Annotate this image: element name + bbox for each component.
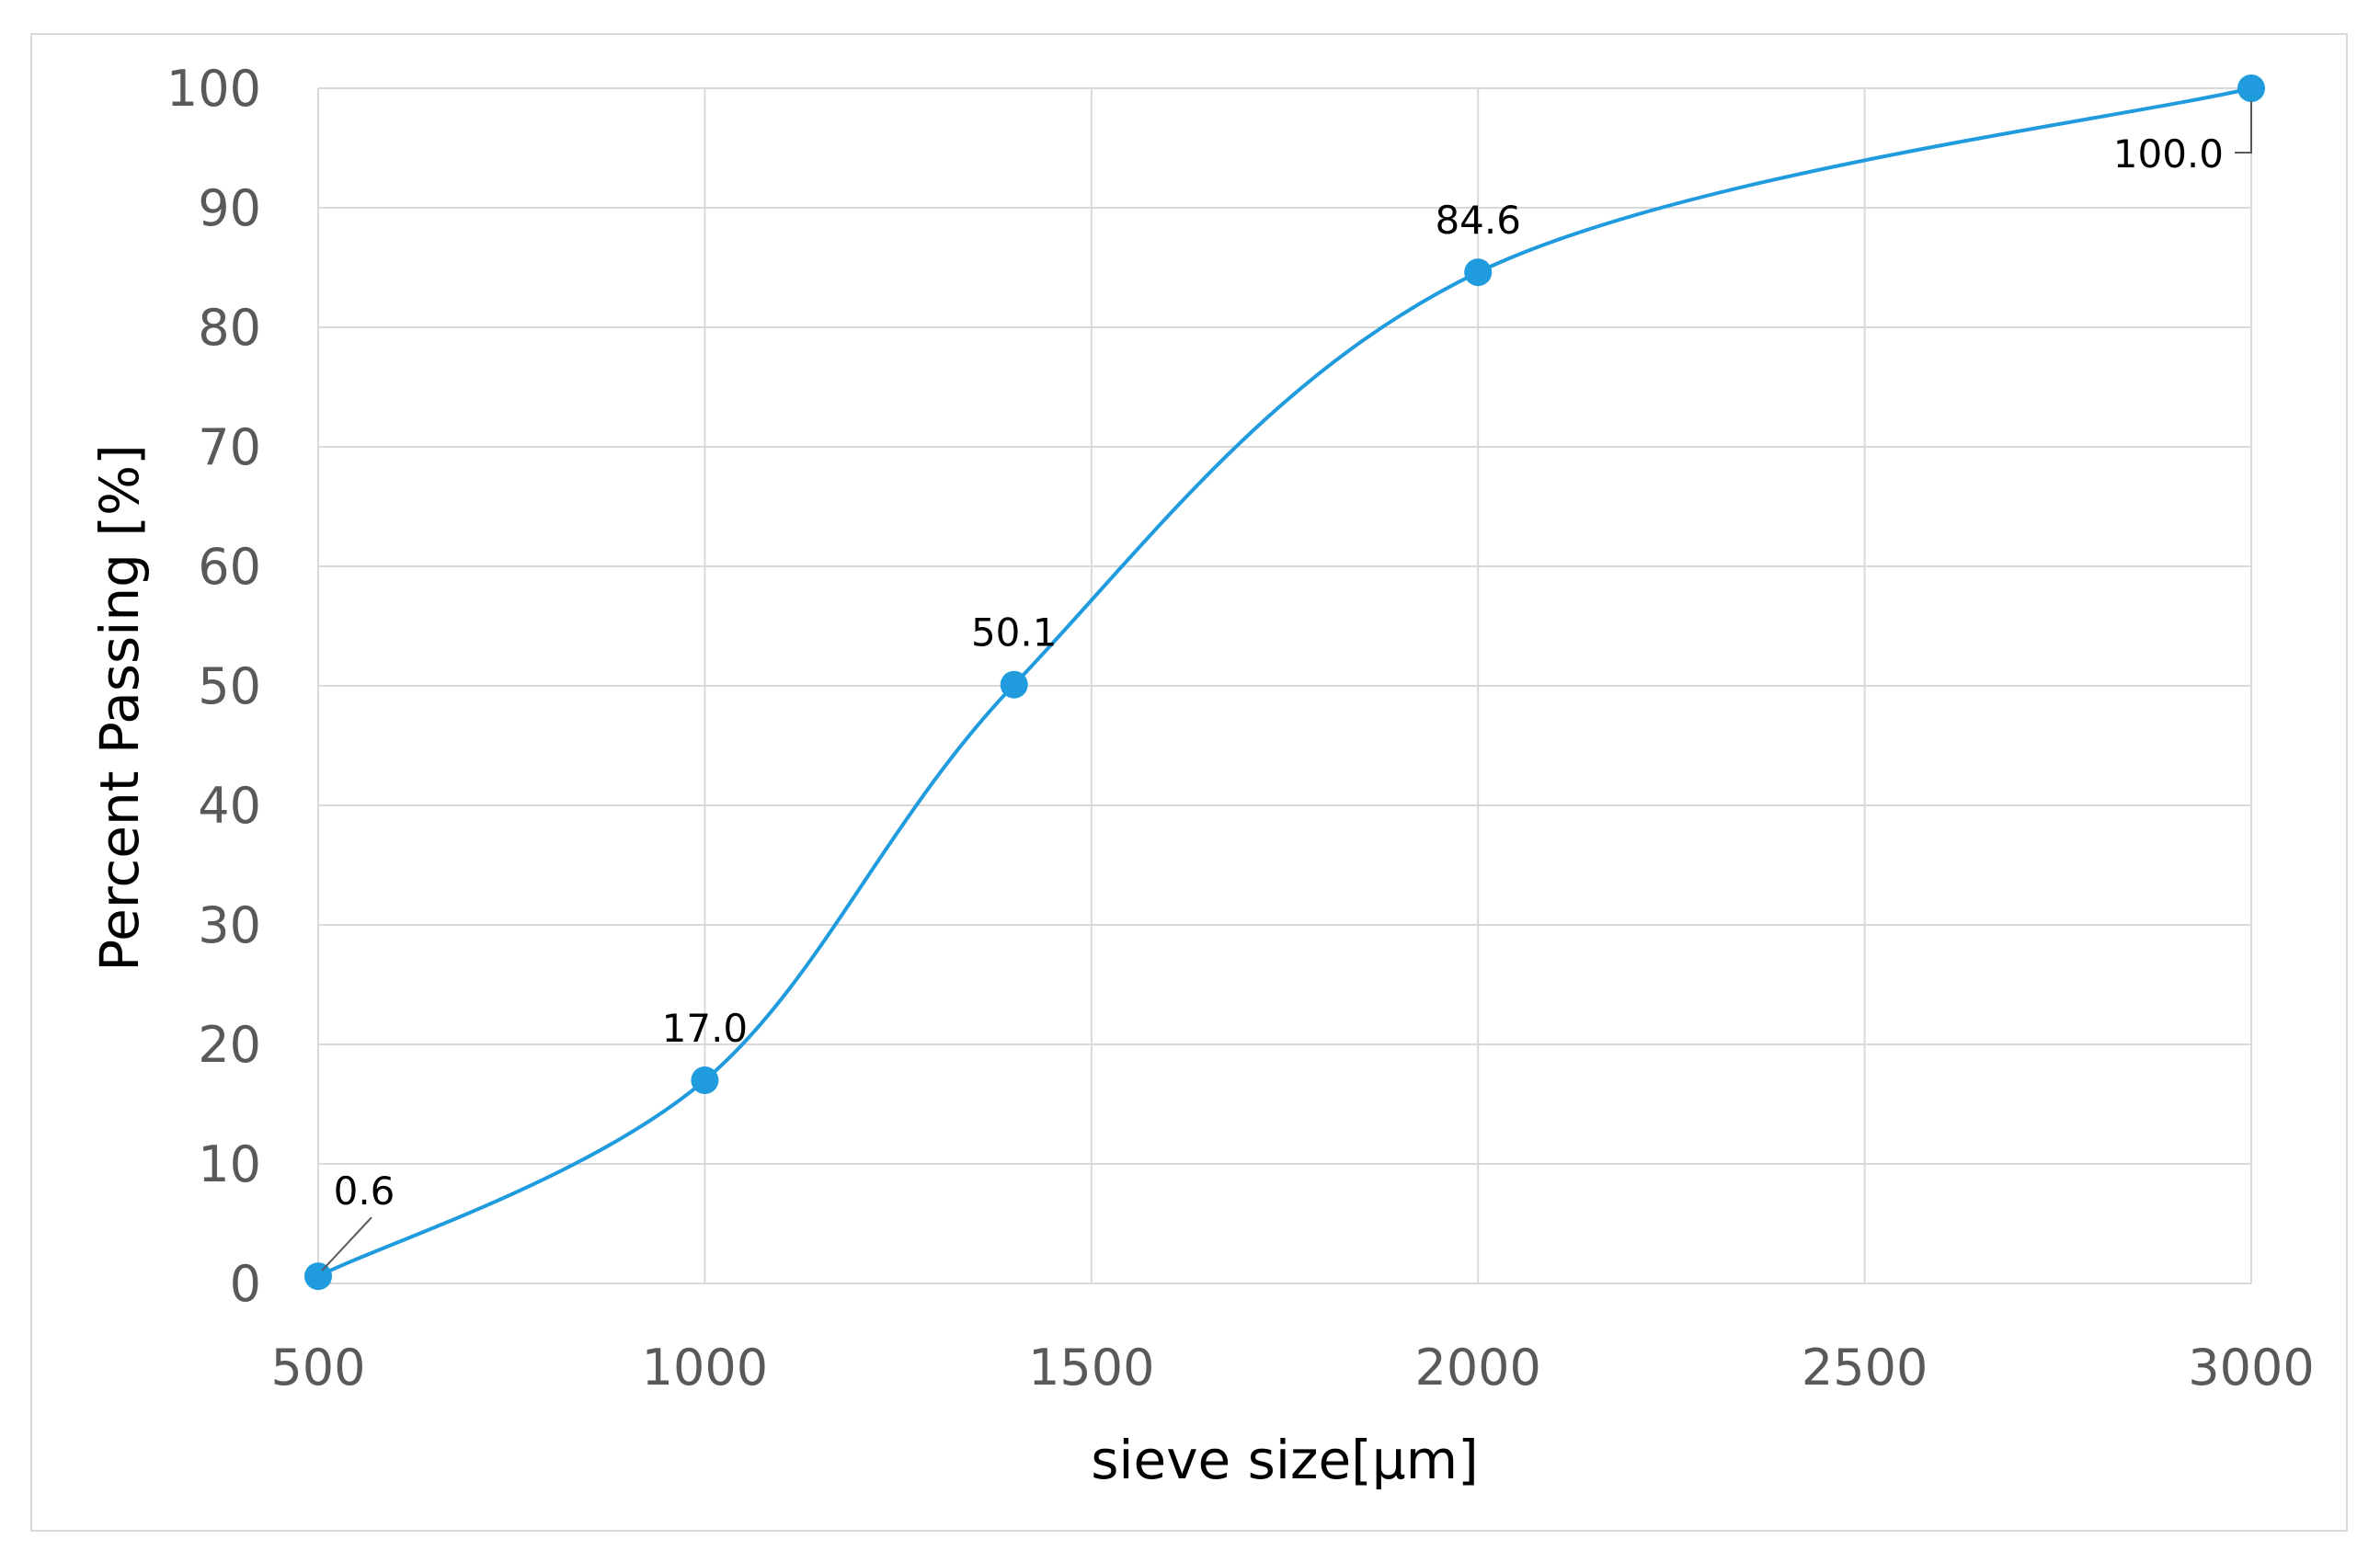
x-tick-label-2000: 2000 bbox=[1414, 1339, 1540, 1397]
data-point-1400 bbox=[1000, 670, 1028, 699]
y-tick-label-90: 90 bbox=[198, 179, 261, 237]
y-tick-label-50: 50 bbox=[198, 657, 261, 715]
y-tick-label-10: 10 bbox=[198, 1135, 261, 1193]
series-line-0 bbox=[317, 86, 2252, 1278]
data-point-500 bbox=[304, 1262, 332, 1291]
x-tick-label-1500: 1500 bbox=[1028, 1339, 1154, 1397]
data-label-1400: 50.1 bbox=[971, 610, 1058, 656]
y-tick-label-60: 60 bbox=[198, 538, 261, 596]
data-label-3000: 100.0 bbox=[2113, 131, 2224, 177]
data-point-2000 bbox=[1464, 258, 1493, 287]
y-tick-label-80: 80 bbox=[198, 299, 261, 357]
data-label-leader-500 bbox=[321, 1216, 372, 1271]
grid-lines bbox=[317, 87, 2252, 1284]
y-tick-label-70: 70 bbox=[198, 418, 261, 476]
y-axis-title: Percent Passing [%] bbox=[88, 444, 151, 972]
y-tick-label-30: 30 bbox=[198, 896, 261, 954]
y-tick-label-0: 0 bbox=[230, 1255, 261, 1313]
x-tick-label-1000: 1000 bbox=[642, 1339, 768, 1397]
data-label-500: 0.6 bbox=[334, 1169, 395, 1214]
data-label-1000: 17.0 bbox=[662, 1006, 749, 1051]
data-labels: 0.6 17.0 50.1 84.6 100.0 bbox=[321, 101, 2252, 1271]
x-axis-title: sieve size[μm] bbox=[1091, 1429, 1479, 1491]
x-tick-label-500: 500 bbox=[270, 1339, 365, 1397]
data-label-leader-3000 bbox=[2235, 101, 2252, 154]
y-tick-label-40: 40 bbox=[198, 777, 261, 835]
x-tick-label-3000: 3000 bbox=[2188, 1339, 2314, 1397]
data-point-1000 bbox=[691, 1066, 719, 1094]
chart-frame bbox=[30, 33, 2348, 1532]
y-tick-label-100: 100 bbox=[166, 60, 261, 118]
data-label-2000: 84.6 bbox=[1435, 198, 1521, 243]
x-tick-label-2500: 2500 bbox=[1802, 1339, 1928, 1397]
series-layer bbox=[304, 74, 2265, 1291]
tick-labels: 0 10 20 30 40 50 60 70 80 90 100 500 1000 1500 2000 250… bbox=[166, 60, 2315, 1397]
data-point-3000 bbox=[2237, 74, 2265, 102]
y-tick-label-20: 20 bbox=[198, 1016, 261, 1074]
